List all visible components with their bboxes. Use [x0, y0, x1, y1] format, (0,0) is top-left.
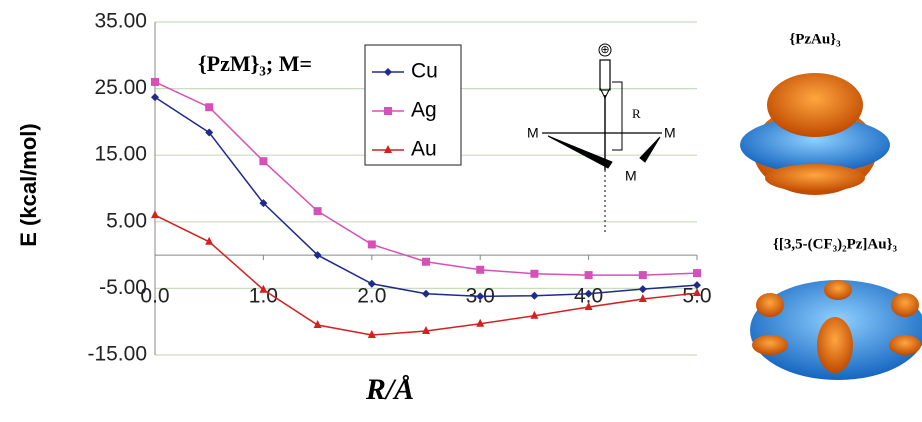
legend-title: {PzM}₃; M=: [198, 51, 312, 76]
wedge: [547, 135, 613, 169]
molecule-image: [750, 280, 922, 380]
legend-marker: [384, 68, 392, 76]
legend-label: Cu: [411, 60, 438, 83]
image-title: {PzAu}₃: [789, 31, 841, 47]
marker: [476, 318, 485, 327]
metal-label: M: [625, 168, 637, 184]
marker: [367, 279, 376, 288]
marker: [313, 207, 322, 216]
y-axis-label: E (kcal/mol): [16, 123, 41, 246]
marker: [422, 289, 430, 298]
marker: [367, 330, 376, 339]
marker: [584, 289, 593, 298]
marker: [422, 326, 430, 335]
y-tick-label: 35.00: [94, 10, 147, 33]
y-tick-label: -15.00: [87, 343, 147, 366]
y-tick-label: 25.00: [94, 76, 147, 99]
marker: [476, 292, 485, 301]
marker: [151, 210, 159, 219]
metal-label: M: [527, 125, 539, 141]
marker: [205, 103, 214, 112]
marker: [151, 93, 159, 102]
marker: [205, 128, 214, 137]
x-tick-label: 5.0: [682, 285, 711, 308]
legend-box: [364, 44, 462, 166]
marker: [259, 284, 268, 293]
inset-diagram: [542, 43, 662, 235]
marker: [693, 288, 701, 297]
marker: [638, 271, 647, 280]
marker: [693, 269, 701, 278]
legend-label: Ag: [411, 99, 437, 122]
marker: [259, 199, 268, 208]
x-tick-label: 1.0: [249, 285, 278, 308]
marker: [638, 294, 647, 303]
legend-marker: [384, 145, 392, 153]
marker: [584, 271, 593, 280]
wedge: [639, 136, 661, 163]
y-tick-label: 15.00: [94, 143, 147, 166]
marker: [530, 291, 539, 300]
marker: [313, 320, 322, 329]
marker: [584, 302, 593, 311]
distance-label: R: [632, 106, 641, 121]
marker: [693, 281, 701, 290]
charge-circle: [598, 43, 612, 57]
marker: [476, 265, 485, 274]
legend-marker: [384, 107, 392, 115]
arrow-box: [599, 59, 611, 91]
charge-label: ⊕: [600, 44, 609, 56]
marker: [205, 236, 214, 245]
x-axis-label: R/Å: [365, 373, 414, 406]
legend-label: Au: [411, 138, 437, 161]
marker: [530, 310, 539, 319]
marker: [367, 240, 376, 249]
y-tick-label: 5.00: [106, 209, 147, 232]
x-tick-label: 0.0: [140, 285, 169, 308]
x-tick-label: 2.0: [357, 285, 386, 308]
bracket: [612, 81, 623, 151]
marker: [151, 77, 159, 86]
y-tick-label: -5.00: [99, 276, 147, 299]
image-title: {[3,5-(CF₃)₂Pz]Au}₃: [773, 236, 898, 252]
legend: Cu Ag Au: [372, 60, 438, 161]
marker: [313, 251, 322, 260]
marker: [259, 157, 268, 166]
marker: [422, 257, 430, 266]
marker: [638, 285, 647, 294]
metal-label: M: [664, 125, 676, 141]
marker: [530, 269, 539, 278]
molecule-image: [740, 73, 890, 195]
